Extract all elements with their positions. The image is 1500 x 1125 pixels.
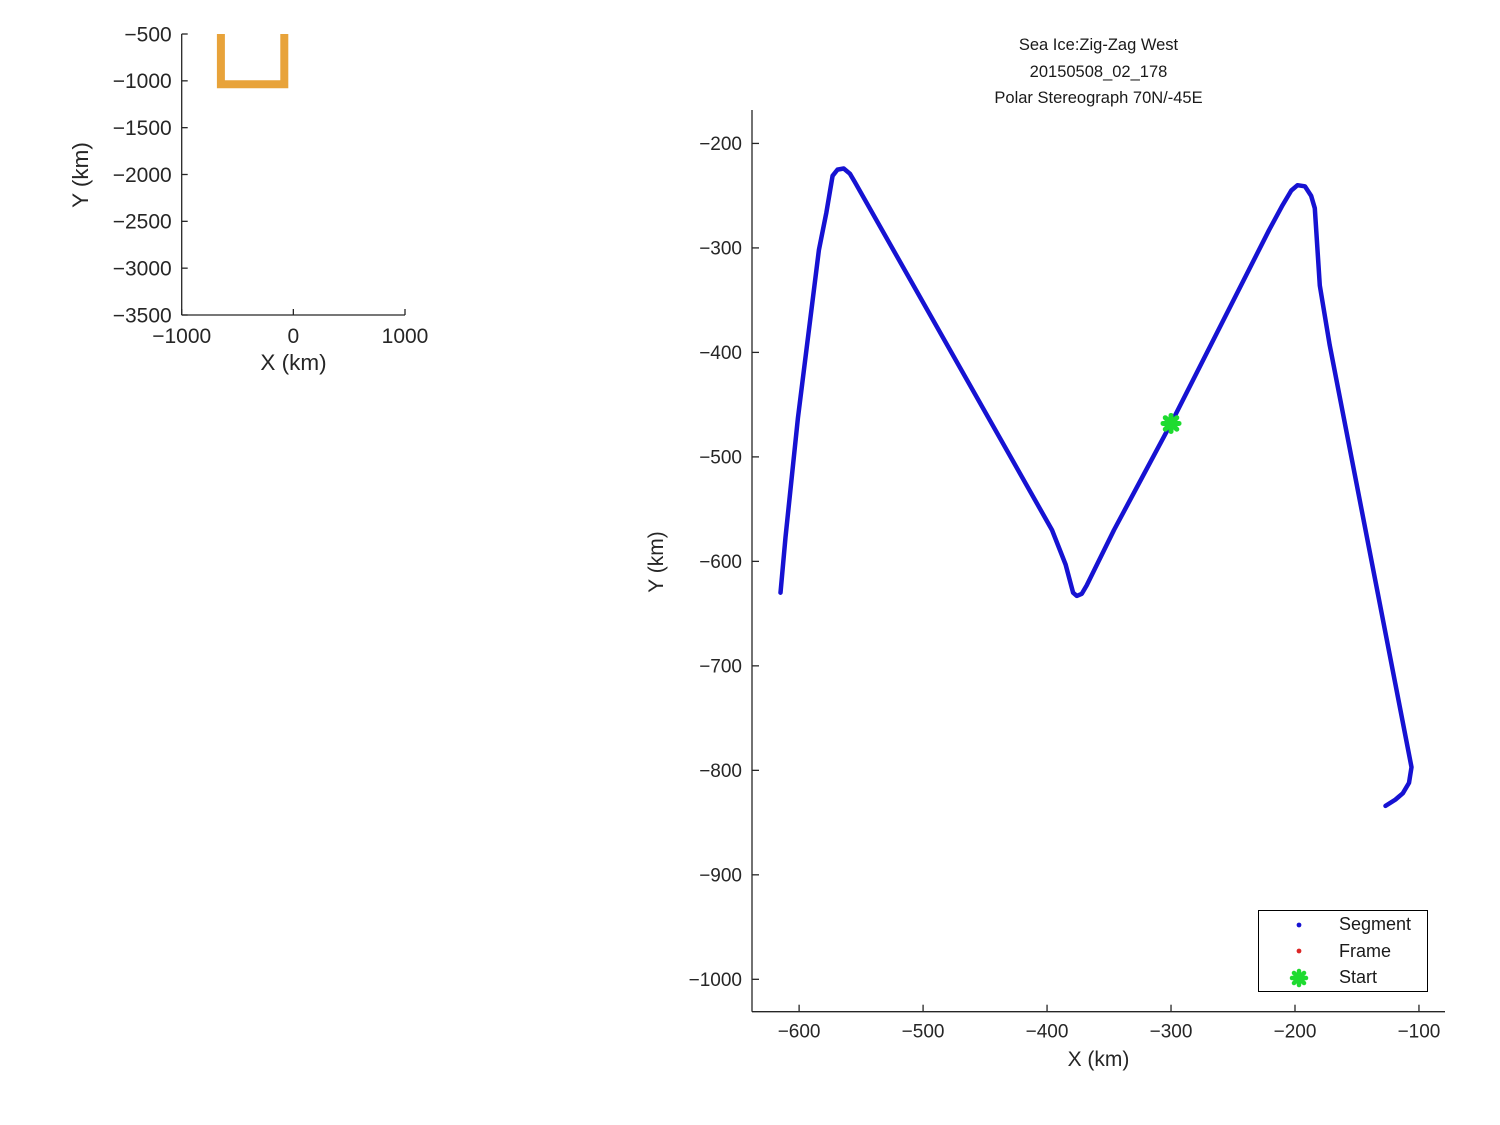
start-marker — [1160, 412, 1182, 434]
y-tick-label: −2500 — [113, 211, 172, 234]
overview-data — [216, 34, 289, 89]
x-tick-label: −300 — [1150, 1022, 1193, 1043]
x-tick-label: −200 — [1274, 1022, 1317, 1043]
main-data — [778, 166, 1414, 809]
x-tick-label: −400 — [1026, 1022, 1069, 1043]
y-tick-label: −900 — [699, 865, 742, 886]
y-tick-label: −1000 — [113, 70, 172, 93]
y-tick-label: −1000 — [689, 970, 742, 991]
main-plot-title: Sea Ice:Zig-Zag West 20150508_02_178 Pol… — [752, 32, 1445, 112]
main-axes: −600 −500 −400 −300 −200 −100 −200 −300 −400 −500… — [689, 110, 1445, 1043]
x-tick-label: −600 — [778, 1022, 821, 1043]
y-tick-label: −800 — [699, 761, 742, 782]
start-asterisk-icon — [1259, 967, 1339, 989]
title-line-2: 20150508_02_178 — [1029, 62, 1168, 81]
frame-dot-icon — [1259, 940, 1339, 962]
x-tick-label: −500 — [902, 1022, 945, 1043]
x-tick-label: −1000 — [152, 325, 211, 348]
y-tick-label: −2000 — [113, 164, 172, 187]
y-tick-label: −700 — [699, 657, 742, 678]
overview-y-axis-label: Y (km) — [68, 142, 93, 208]
title-line-3: Polar Stereograph 70N/-45E — [994, 89, 1203, 107]
y-tick-label: −3000 — [113, 258, 172, 281]
y-tick-label: −300 — [699, 239, 742, 260]
x-tick-label: 0 — [288, 325, 300, 348]
legend-item-frame: Frame — [1259, 938, 1427, 964]
y-tick-label: −1500 — [113, 117, 172, 140]
legend-item-segment: Segment — [1259, 912, 1427, 938]
legend-box: Segment Frame Start — [1258, 910, 1428, 992]
y-tick-label: −500 — [699, 448, 742, 469]
legend-label-start: Start — [1339, 967, 1378, 987]
y-tick-label: −400 — [699, 343, 742, 364]
legend-label-frame: Frame — [1339, 940, 1392, 961]
legend-label-segment: Segment — [1339, 914, 1412, 934]
y-tick-label: −3500 — [113, 304, 172, 327]
series-segment — [778, 166, 1414, 809]
legend-item-start: Start — [1259, 965, 1427, 991]
y-tick-label: −500 — [124, 23, 171, 46]
title-line-1: Sea Ice:Zig-Zag West — [1018, 36, 1179, 54]
x-tick-label: −100 — [1398, 1022, 1441, 1043]
y-tick-label: −200 — [699, 134, 742, 155]
main-x-axis-label: X (km) — [1067, 1048, 1130, 1071]
y-tick-label: −600 — [699, 552, 742, 573]
x-tick-label: 1000 — [382, 325, 429, 348]
overview-axes: −1000 0 1000 −500 −1000 −1500 −2000 −2500 −3000 −… — [113, 23, 429, 348]
main-y-axis-label: Y (km) — [645, 531, 668, 593]
overview-x-axis-label: X (km) — [260, 350, 327, 375]
legend-asterisk — [1289, 968, 1309, 987]
segment-dot-icon — [1259, 914, 1339, 936]
series-region-outline — [216, 34, 289, 89]
